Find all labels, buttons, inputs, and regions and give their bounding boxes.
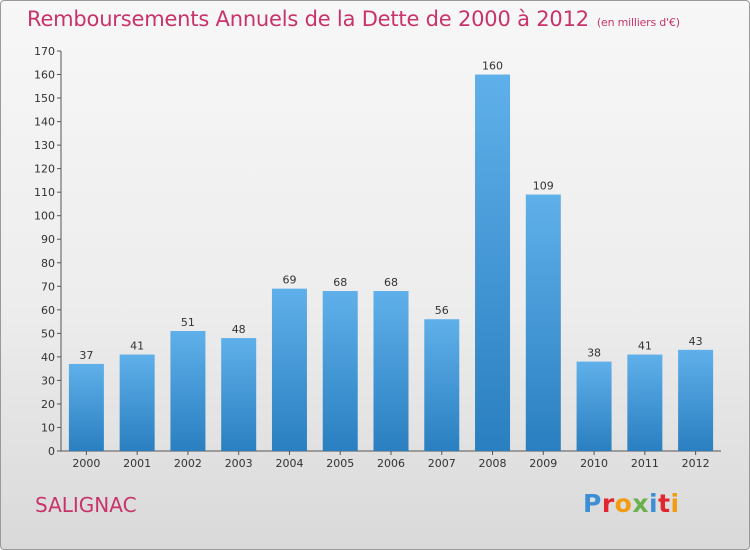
x-tick-label: 2005 [326,457,354,470]
bar-2006 [373,291,409,451]
bar-value-label: 51 [181,316,195,329]
bar-2002 [170,331,206,451]
y-tick-label: 170 [34,45,55,58]
logo-letter: r [601,489,615,518]
commune-name: SALIGNAC [35,493,137,517]
x-tick-label: 2009 [529,457,557,470]
bar-value-label: 109 [533,180,554,193]
bar-2007 [424,319,460,451]
x-tick-label: 2008 [479,457,507,470]
axes: 0 10 20 30 40 50 60 70 80 90 100 110 120 130 140 150 160… [34,45,721,470]
chart-title-text: Remboursements Annuels de la Dette de 20… [27,7,589,31]
y-tick-label: 110 [34,186,55,199]
y-tick-label: 20 [41,398,55,411]
y-tick-label: 130 [34,139,55,152]
bar-value-label: 38 [587,347,601,360]
bar-value-label: 41 [130,340,144,353]
logo-letter: x [632,489,649,518]
y-tick-label: 50 [41,327,55,340]
x-tick-label: 2006 [377,457,405,470]
bar-2001 [119,354,155,451]
y-tick-label: 90 [41,233,55,246]
y-tick-label: 30 [41,374,55,387]
x-tick-label: 2001 [123,457,151,470]
y-tick-label: 100 [34,210,55,223]
y-tick-label: 160 [34,69,55,82]
y-tick-label: 140 [34,116,55,129]
bar-value-label: 68 [333,276,347,289]
bar-value-label: 160 [482,60,503,73]
bar-2000 [68,363,104,451]
x-tick-label: 2007 [428,457,456,470]
x-tick-label: 2000 [72,457,100,470]
y-tick-label: 60 [41,304,55,317]
x-tick-label: 2003 [225,457,253,470]
bars: 37 41 51 48 69 68 68 56 160 109 38 41 43 [68,60,714,451]
y-tick-label: 150 [34,92,55,105]
bar-2009 [525,194,561,451]
x-tick-label: 2002 [174,457,202,470]
x-tick-label: 2010 [580,457,608,470]
logo-letter: P [583,489,602,518]
bar-value-label: 41 [638,340,652,353]
bar-2004 [271,288,307,451]
y-tick-label: 70 [41,280,55,293]
logo-letter: i [649,489,659,518]
bar-value-label: 48 [232,323,246,336]
bar-2010 [576,361,612,451]
x-tick-label: 2012 [682,457,710,470]
y-tick-label: 40 [41,351,55,364]
bar-value-label: 37 [79,349,93,362]
y-tick-label: 80 [41,257,55,270]
bar-value-label: 69 [282,274,296,287]
bar-value-label: 68 [384,276,398,289]
proxiti-logo: Proxiti [583,489,680,518]
logo-letter: o [614,489,633,518]
x-tick-label: 2004 [275,457,303,470]
bar-2012 [678,349,714,451]
bar-2003 [221,338,257,451]
logo-letter: i [670,489,680,518]
x-tick-label: 2011 [631,457,659,470]
bar-2011 [627,354,663,451]
y-tick-label: 120 [34,163,55,176]
bar-2005 [322,291,358,451]
chart-title: Remboursements Annuels de la Dette de 20… [27,7,680,31]
y-tick-label: 10 [41,421,55,434]
logo-letter: t [658,489,671,518]
chart-unit-note: (en milliers d'€) [596,16,680,29]
bar-value-label: 56 [435,304,449,317]
bar-value-label: 43 [689,335,703,348]
bar-2008 [475,74,511,451]
y-tick-label: 0 [48,445,55,458]
